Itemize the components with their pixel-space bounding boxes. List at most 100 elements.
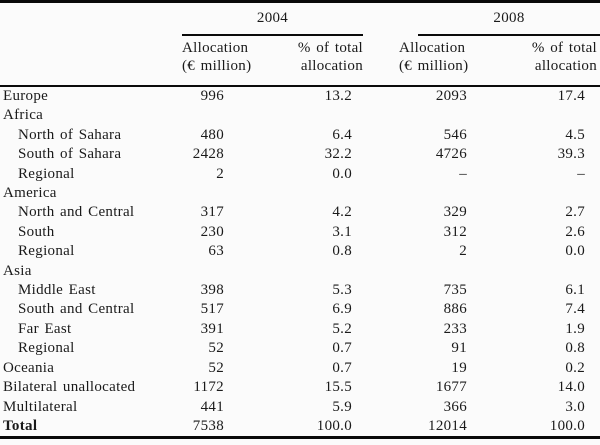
pct-2004-cell: 3.1 bbox=[332, 223, 353, 240]
header-pct-2008-line1: % of total bbox=[531, 40, 598, 56]
row-label: Asia bbox=[3, 262, 32, 279]
pct-2008-cell: 14.0 bbox=[557, 379, 586, 396]
pct-2004-cell: 0.0 bbox=[332, 165, 353, 182]
pct-2008-cell: 3.0 bbox=[565, 398, 586, 415]
table-row-africa-regional: Regional 2 0.0 – – bbox=[0, 165, 600, 184]
pct-2008-cell: 0.8 bbox=[565, 340, 586, 357]
alloc-2004-cell bbox=[180, 184, 290, 203]
row-label: Far East bbox=[18, 320, 72, 337]
pct-2004-cell: 0.7 bbox=[332, 359, 353, 376]
table-row-america-group: America bbox=[0, 184, 600, 203]
pct-2004-cell: 5.9 bbox=[332, 398, 353, 415]
pct-2008-cell: 0.2 bbox=[565, 359, 586, 376]
row-label: Oceania bbox=[3, 359, 55, 376]
row-label: Bilateral unallocated bbox=[3, 379, 136, 396]
header-allocation-2004-line1: Allocation bbox=[182, 40, 249, 56]
alloc-2004-cell: 1172 bbox=[193, 379, 224, 396]
header-allocation-2004: Allocation (€ million) bbox=[180, 36, 290, 87]
pct-2008-cell: – bbox=[577, 165, 586, 182]
pct-2008-cell: 1.9 bbox=[565, 320, 586, 337]
year-label-2004: 2004 bbox=[182, 3, 364, 36]
header-pct-2004: % of total allocation bbox=[290, 36, 366, 87]
table-row-asia-group: Asia bbox=[0, 262, 600, 281]
alloc-2008-cell: 233 bbox=[443, 320, 468, 337]
alloc-2004-cell: 2428 bbox=[192, 146, 224, 163]
pct-2004-cell: 15.5 bbox=[324, 379, 353, 396]
alloc-2004-cell: 317 bbox=[200, 204, 224, 221]
pct-2008-cell bbox=[480, 106, 600, 125]
row-label: South bbox=[18, 223, 55, 240]
alloc-2008-cell: 91 bbox=[451, 340, 468, 357]
pct-2004-cell: 6.4 bbox=[332, 126, 353, 143]
alloc-2008-cell: 886 bbox=[443, 301, 468, 318]
alloc-2004-cell: 398 bbox=[200, 282, 224, 299]
alloc-2004-cell: 441 bbox=[200, 398, 224, 415]
pct-2008-cell: 0.0 bbox=[565, 243, 586, 260]
corner-cell bbox=[0, 2, 180, 37]
table-row-south-and-central: South and Central 517 6.9 886 7.4 bbox=[0, 300, 600, 319]
year-group-2004: 2004 bbox=[180, 2, 365, 36]
pct-2004-cell: 0.7 bbox=[332, 340, 353, 357]
pct-2008-cell bbox=[480, 184, 600, 203]
pct-2004-cell: 13.2 bbox=[324, 88, 353, 104]
table-row-america-south: South 230 3.1 312 2.6 bbox=[0, 223, 600, 242]
alloc-2008-cell: 366 bbox=[443, 398, 468, 415]
empty-header-cell bbox=[0, 36, 180, 87]
pct-2004-cell: 100.0 bbox=[290, 416, 366, 440]
table-row-america-regional: Regional 63 0.8 2 0.0 bbox=[0, 242, 600, 261]
pct-2008-cell bbox=[480, 262, 600, 281]
row-label: Africa bbox=[3, 107, 44, 124]
alloc-2008-cell: – bbox=[459, 165, 468, 182]
alloc-2004-cell bbox=[180, 262, 290, 281]
alloc-2008-cell: 12014 bbox=[365, 416, 481, 440]
header-allocation-2008-line2: (€ million) bbox=[399, 58, 469, 74]
pct-2004-cell bbox=[290, 262, 365, 281]
pct-2008-cell: 17.4 bbox=[557, 88, 586, 104]
table-row-bilateral-unallocated: Bilateral unallocated 1172 15.5 1677 14.… bbox=[0, 378, 600, 397]
header-pct-2004-line2: allocation bbox=[300, 58, 364, 74]
table-row-north-and-central: North and Central 317 4.2 329 2.7 bbox=[0, 203, 600, 222]
row-label: Europe bbox=[3, 88, 49, 104]
column-header-row: Allocation (€ million) % of total alloca… bbox=[0, 36, 600, 87]
alloc-2004-cell: 2 bbox=[216, 165, 224, 182]
alloc-2004-cell bbox=[180, 106, 290, 125]
alloc-2004-cell: 517 bbox=[200, 301, 224, 318]
table-row-middle-east: Middle East 398 5.3 735 6.1 bbox=[0, 281, 600, 300]
pct-2004-cell: 5.3 bbox=[332, 282, 353, 299]
pct-2008-cell: 6.1 bbox=[565, 282, 586, 299]
pct-2008-cell: 7.4 bbox=[565, 301, 586, 318]
header-pct-2004-line1: % of total bbox=[297, 40, 364, 56]
header-allocation-2008-line1: Allocation bbox=[399, 40, 466, 56]
header-pct-2008: % of total allocation bbox=[480, 36, 600, 87]
year-label-2008: 2008 bbox=[418, 3, 600, 36]
year-group-2008: 2008 bbox=[365, 2, 600, 36]
alloc-2008-cell: 546 bbox=[443, 126, 468, 143]
pct-2008-cell: 4.5 bbox=[565, 126, 586, 143]
row-label: Regional bbox=[18, 165, 75, 182]
alloc-2004-cell: 52 bbox=[208, 359, 224, 376]
alloc-2008-cell bbox=[365, 184, 480, 203]
table-row-south-of-sahara: South of Sahara 2428 32.2 4726 39.3 bbox=[0, 145, 600, 164]
alloc-2004-cell: 996 bbox=[200, 88, 224, 104]
alloc-2008-cell: 2 bbox=[459, 243, 468, 260]
pct-2008-cell: 2.7 bbox=[565, 204, 586, 221]
table-row-far-east: Far East 391 5.2 233 1.9 bbox=[0, 320, 600, 339]
pct-2004-cell: 5.2 bbox=[332, 320, 353, 337]
row-label: North of Sahara bbox=[18, 126, 122, 143]
pct-2008-cell: 2.6 bbox=[565, 223, 586, 240]
alloc-2008-cell: 329 bbox=[443, 204, 468, 221]
pct-2004-cell: 0.8 bbox=[332, 243, 353, 260]
header-allocation-2004-line2: (€ million) bbox=[182, 58, 252, 74]
header-pct-2008-line2: allocation bbox=[534, 58, 598, 74]
alloc-2004-cell: 391 bbox=[200, 320, 224, 337]
table-row-oceania: Oceania 52 0.7 19 0.2 bbox=[0, 359, 600, 378]
alloc-2008-cell: 19 bbox=[451, 359, 468, 376]
alloc-2004-cell: 480 bbox=[200, 126, 224, 143]
pct-2004-cell: 32.2 bbox=[324, 146, 353, 163]
table-row-africa-group: Africa bbox=[0, 106, 600, 125]
pct-2004-cell bbox=[290, 106, 365, 125]
pct-2004-cell bbox=[290, 184, 365, 203]
pct-2008-cell: 100.0 bbox=[480, 416, 600, 440]
